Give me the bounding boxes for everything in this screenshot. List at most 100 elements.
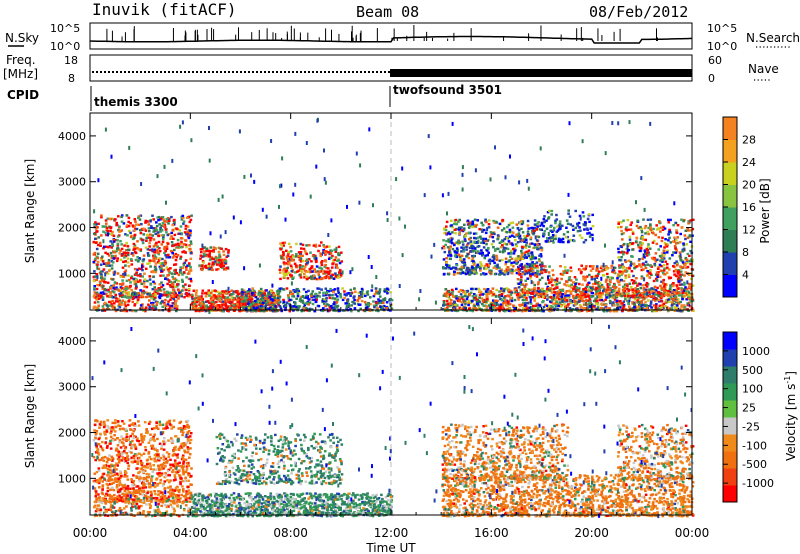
power-cell bbox=[512, 304, 515, 307]
power-cell bbox=[475, 301, 479, 304]
power-cell bbox=[496, 299, 499, 302]
power-cell bbox=[650, 265, 653, 268]
power-cell bbox=[94, 241, 98, 244]
power-cell bbox=[368, 309, 372, 312]
power-cell bbox=[142, 258, 146, 261]
power-cell bbox=[615, 310, 619, 313]
power-cell bbox=[238, 292, 241, 295]
power-cell bbox=[666, 294, 670, 298]
power-cell bbox=[565, 271, 569, 274]
power-cell bbox=[295, 305, 298, 309]
power-cell bbox=[265, 294, 269, 297]
beam-title: Beam 08 bbox=[356, 3, 419, 21]
power-cell bbox=[672, 302, 676, 305]
power-cell bbox=[561, 297, 564, 301]
power-cell bbox=[523, 268, 526, 271]
power-cell bbox=[238, 309, 241, 313]
power-cell bbox=[185, 292, 188, 295]
power-cell bbox=[178, 242, 182, 246]
power-cell bbox=[465, 255, 468, 258]
power-cell bbox=[569, 299, 572, 303]
power-cell bbox=[114, 309, 118, 313]
power-cell bbox=[522, 238, 526, 241]
power-cell bbox=[199, 248, 203, 251]
power-cell bbox=[95, 306, 99, 309]
power-cell bbox=[532, 271, 535, 274]
power-cell bbox=[516, 296, 520, 299]
power-cell bbox=[535, 302, 539, 305]
power-cell bbox=[258, 309, 262, 313]
power-cell bbox=[310, 292, 313, 296]
power-cell bbox=[523, 294, 526, 297]
power-cell bbox=[546, 298, 549, 301]
power-cell bbox=[237, 296, 240, 300]
power-cell bbox=[200, 306, 203, 310]
power-cell bbox=[360, 287, 364, 291]
power-cell bbox=[489, 306, 492, 310]
power-cell bbox=[456, 268, 459, 271]
power-cell bbox=[230, 296, 234, 299]
power-cell bbox=[579, 305, 583, 308]
power-cell bbox=[295, 253, 298, 256]
power-cell bbox=[484, 254, 487, 257]
power-cell bbox=[378, 295, 382, 298]
power-cell bbox=[118, 292, 121, 296]
power-cell bbox=[491, 255, 495, 259]
power-cell bbox=[469, 301, 472, 305]
power-cell bbox=[329, 256, 333, 259]
power-cell bbox=[585, 303, 589, 306]
power-cell bbox=[118, 225, 121, 228]
power-cell bbox=[179, 257, 182, 260]
power-cell bbox=[618, 306, 622, 309]
power-cell bbox=[221, 300, 225, 303]
power-cell bbox=[365, 306, 369, 309]
power-cell bbox=[292, 276, 295, 279]
power-cell bbox=[283, 263, 286, 266]
power-cell bbox=[145, 239, 148, 242]
power-cell bbox=[298, 264, 302, 267]
power-cell bbox=[523, 251, 527, 254]
power-cell bbox=[254, 309, 258, 313]
power-cell bbox=[611, 285, 615, 288]
power-cell bbox=[520, 227, 523, 231]
power-cell bbox=[626, 299, 629, 303]
power-cell bbox=[175, 227, 178, 230]
power-cell bbox=[126, 257, 130, 260]
power-cell bbox=[605, 307, 608, 310]
power-cell bbox=[504, 298, 507, 301]
power-cell bbox=[306, 277, 309, 281]
power-cell bbox=[310, 260, 313, 263]
power-cell bbox=[194, 294, 198, 297]
freq-tick-bottom: 8 bbox=[68, 72, 75, 85]
power-cell bbox=[328, 306, 332, 309]
power-cell bbox=[224, 303, 228, 306]
power-cell bbox=[512, 252, 516, 255]
power-cell bbox=[100, 216, 103, 219]
power-cell bbox=[462, 266, 466, 269]
power-cell bbox=[137, 248, 141, 251]
power-cell bbox=[265, 289, 268, 292]
power-cell bbox=[150, 236, 153, 240]
power-cell bbox=[273, 301, 277, 304]
power-cell bbox=[322, 269, 325, 273]
power-cell bbox=[520, 245, 524, 249]
power-cell bbox=[330, 289, 333, 292]
power-cell bbox=[599, 285, 602, 288]
power-cell bbox=[175, 256, 178, 259]
power-cell bbox=[530, 267, 534, 270]
power-cell bbox=[208, 252, 211, 255]
power-cell bbox=[474, 232, 478, 235]
power-cell bbox=[195, 301, 199, 304]
power-cell bbox=[485, 305, 488, 308]
power-cell bbox=[277, 291, 281, 294]
power-cell bbox=[480, 241, 483, 244]
power-cell bbox=[220, 262, 224, 265]
power-cell bbox=[174, 302, 177, 305]
power-cell bbox=[165, 256, 168, 259]
power-cell bbox=[636, 299, 639, 302]
power-cell bbox=[448, 293, 452, 296]
power-cell bbox=[499, 306, 502, 309]
power-cell bbox=[544, 289, 547, 293]
power-cell bbox=[529, 277, 532, 280]
power-cell bbox=[252, 289, 256, 292]
